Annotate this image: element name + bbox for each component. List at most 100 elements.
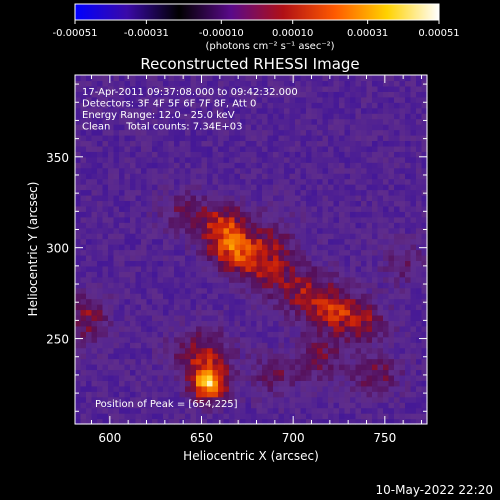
heatmap-cell (207, 102, 214, 109)
heatmap-cell (328, 140, 335, 147)
heatmap-cell (383, 249, 390, 256)
heatmap-cell (344, 309, 351, 316)
heatmap-cell (157, 113, 164, 120)
heatmap-cell (300, 304, 307, 311)
heatmap-cell (141, 80, 148, 87)
heatmap-cell (388, 107, 395, 114)
heatmap-cell (306, 249, 313, 256)
heatmap-cell (322, 118, 329, 125)
heatmap-cell (267, 364, 274, 371)
heatmap-cell (377, 189, 384, 196)
heatmap-cell (190, 385, 197, 392)
heatmap-cell (108, 271, 115, 278)
heatmap-cell (201, 75, 208, 82)
heatmap-cell (278, 309, 285, 316)
heatmap-cell (355, 238, 362, 245)
heatmap-cell (163, 222, 170, 229)
heatmap-cell (295, 124, 302, 131)
heatmap-cell (163, 216, 170, 223)
heatmap-cell (405, 244, 412, 251)
heatmap-cell (91, 276, 98, 283)
heatmap-cell (75, 385, 82, 392)
heatmap-cell (179, 314, 186, 321)
heatmap-cell (212, 314, 219, 321)
heatmap-cell (256, 80, 263, 87)
heatmap-cell (300, 107, 307, 114)
heatmap-cell (311, 298, 318, 305)
heatmap-cell (273, 238, 280, 245)
heatmap-cell (366, 331, 373, 338)
heatmap-cell (185, 124, 192, 131)
heatmap-cell (190, 358, 197, 365)
heatmap-cell (179, 227, 186, 234)
heatmap-cell (410, 374, 417, 381)
heatmap-cell (185, 118, 192, 125)
heatmap-cell (146, 107, 153, 114)
heatmap-cell (119, 331, 126, 338)
heatmap-cell (300, 336, 307, 343)
heatmap-cell (377, 254, 384, 261)
heatmap-cell (289, 385, 296, 392)
heatmap-cell (245, 293, 252, 300)
heatmap-cell (108, 156, 115, 163)
heatmap-cell (201, 293, 208, 300)
heatmap-cell (91, 129, 98, 136)
heatmap-cell (168, 342, 175, 349)
heatmap-cell (284, 364, 291, 371)
heatmap-cell (86, 358, 93, 365)
heatmap-cell (179, 124, 186, 131)
heatmap-cell (410, 249, 417, 256)
heatmap-cell (223, 287, 230, 294)
heatmap-cell (306, 271, 313, 278)
heatmap-cell (306, 380, 313, 387)
heatmap-cell (152, 91, 159, 98)
heatmap-cell (399, 336, 406, 343)
heatmap-cell (168, 184, 175, 191)
heatmap-cell (218, 107, 225, 114)
heatmap-cell (251, 287, 258, 294)
heatmap-cell (124, 200, 131, 207)
heatmap-cell (75, 211, 82, 218)
heatmap-cell (416, 380, 423, 387)
heatmap-cell (284, 184, 291, 191)
heatmap-cell (399, 347, 406, 354)
heatmap-cell (113, 336, 120, 343)
heatmap-cell (80, 287, 87, 294)
heatmap-cell (300, 374, 307, 381)
heatmap-cell (135, 211, 142, 218)
heatmap-cell (240, 211, 247, 218)
heatmap-cell (190, 151, 197, 158)
heatmap-cell (163, 342, 170, 349)
heatmap-cell (289, 145, 296, 152)
heatmap-cell (350, 162, 357, 169)
heatmap-cell (174, 107, 181, 114)
heatmap-cell (317, 282, 324, 289)
heatmap-cell (75, 265, 82, 272)
heatmap-cell (196, 380, 203, 387)
heatmap-cell (416, 200, 423, 207)
heatmap-cell (102, 391, 109, 398)
heatmap-cell (278, 75, 285, 82)
heatmap-cell (388, 260, 395, 267)
heatmap-cell (383, 276, 390, 283)
heatmap-cell (333, 342, 340, 349)
heatmap-cell (388, 320, 395, 327)
heatmap-cell (344, 358, 351, 365)
heatmap-cell (311, 331, 318, 338)
heatmap-cell (251, 75, 258, 82)
heatmap-cell (267, 336, 274, 343)
heatmap-cell (284, 314, 291, 321)
heatmap-cell (119, 211, 126, 218)
heatmap-cell (124, 80, 131, 87)
heatmap-cell (306, 96, 313, 103)
heatmap-cell (212, 276, 219, 283)
heatmap-cell (388, 85, 395, 92)
heatmap-cell (273, 369, 280, 376)
heatmap-cell (113, 325, 120, 332)
heatmap-cell (383, 325, 390, 332)
heatmap-cell (273, 75, 280, 82)
heatmap-cell (163, 309, 170, 316)
heatmap-cell (218, 407, 225, 414)
heatmap-cell (355, 309, 362, 316)
heatmap-cell (91, 178, 98, 185)
